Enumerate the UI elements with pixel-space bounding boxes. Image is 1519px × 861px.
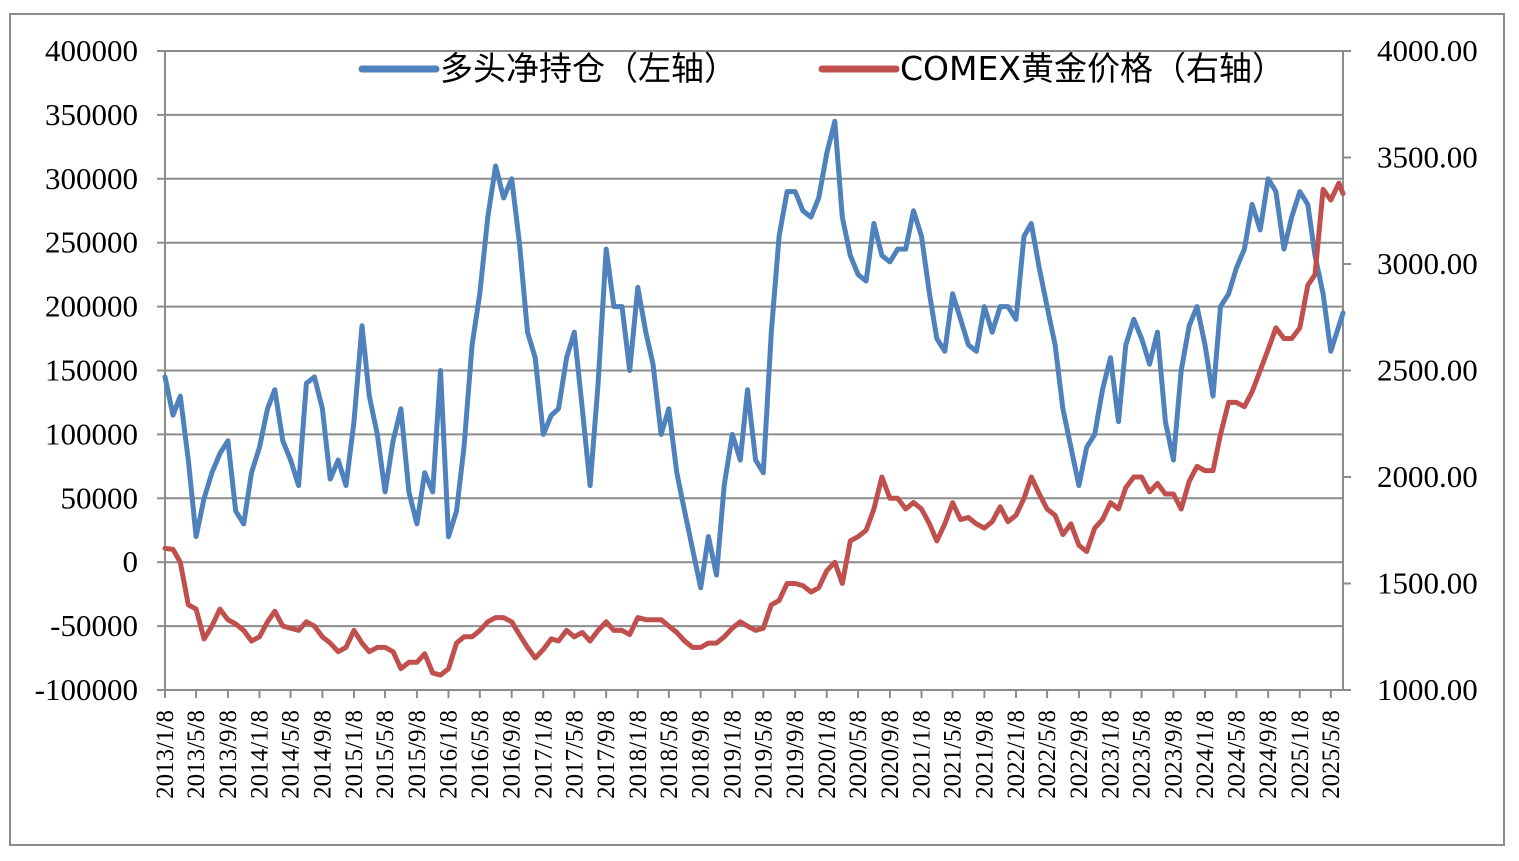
x-tick-label: 2019/1/8 — [719, 710, 746, 799]
x-tick-label: 2015/9/8 — [404, 710, 431, 799]
x-tick-label: 2023/9/8 — [1160, 710, 1187, 799]
left-tick-label: 50000 — [61, 480, 139, 515]
x-tick-label: 2015/5/8 — [372, 710, 399, 799]
x-tick-label: 2022/1/8 — [1003, 710, 1030, 799]
gridlines — [165, 50, 1343, 691]
left-tick-label: 400000 — [45, 33, 138, 68]
x-tick-label: 2018/5/8 — [656, 710, 683, 799]
x-tick-label: 2024/5/8 — [1223, 710, 1250, 799]
x-tick-label: 2024/1/8 — [1192, 710, 1219, 799]
x-tick-label: 2014/1/8 — [246, 710, 273, 799]
x-tick-label: 2022/9/8 — [1066, 710, 1093, 799]
right-tick-label: 3500.00 — [1377, 140, 1478, 175]
left-tick-label: -50000 — [50, 608, 138, 643]
x-tick-label: 2017/5/8 — [561, 710, 588, 799]
x-tick-label: 2016/1/8 — [435, 710, 462, 799]
x-tick-label: 2021/5/8 — [940, 710, 967, 799]
x-tick-label: 2018/1/8 — [625, 710, 652, 799]
x-tick-label: 2017/9/8 — [593, 710, 620, 799]
legend: 多头净持仓（左轴） COMEX黄金价格（右轴） — [358, 49, 1285, 88]
left-tick-label: 300000 — [45, 161, 138, 196]
x-tick-label: 2025/5/8 — [1318, 710, 1345, 799]
right-axis-ticks: 4000.00 3500.00 3000.00 2500.00 2000.00 1500.… — [1377, 33, 1478, 707]
left-tick-label: -100000 — [35, 672, 138, 707]
series-line-2 — [162, 180, 1346, 678]
x-tick-label: 2023/5/8 — [1129, 710, 1156, 799]
chart-frame — [9, 13, 1505, 846]
x-tick-label: 2013/9/8 — [215, 710, 242, 799]
left-tick-label: 150000 — [45, 353, 138, 388]
axes — [157, 50, 1351, 698]
series-line-1 — [162, 118, 1346, 591]
x-tick-label: 2020/5/8 — [845, 710, 872, 799]
x-tick-label: 2017/1/8 — [530, 710, 557, 799]
x-tick-label: 2022/5/8 — [1034, 710, 1061, 799]
right-tick-label: 2000.00 — [1377, 459, 1478, 494]
x-tick-label: 2013/1/8 — [152, 710, 179, 799]
right-tick-label: 4000.00 — [1377, 33, 1478, 68]
x-tick-label: 2014/5/8 — [278, 710, 305, 799]
left-tick-label: 350000 — [45, 97, 138, 132]
x-tick-label: 2023/1/8 — [1098, 710, 1125, 799]
right-tick-label: 2500.00 — [1377, 353, 1478, 388]
left-axis-ticks: 400000 350000 300000 250000 200000 150000 1000… — [35, 33, 138, 707]
left-tick-label: 100000 — [45, 416, 138, 451]
legend-label-1: 多头净持仓（左轴） — [440, 49, 737, 88]
x-tick-label: 2024/9/8 — [1255, 710, 1282, 799]
x-tick-label: 2021/9/8 — [971, 710, 998, 799]
x-tick-label: 2020/9/8 — [877, 710, 904, 799]
legend-label-2: COMEX黄金价格（右轴） — [900, 49, 1285, 88]
x-axis-ticks: 2013/1/8 2013/5/8 2013/9/8 2014/1/8 2014/5/8… — [152, 710, 1345, 799]
left-tick-label: 250000 — [45, 225, 138, 260]
left-tick-label: 0 — [123, 544, 139, 579]
series-lines — [162, 118, 1346, 678]
x-tick-label: 2016/9/8 — [499, 710, 526, 799]
x-tick-label: 2016/5/8 — [467, 710, 494, 799]
x-tick-label: 2019/5/8 — [750, 710, 777, 799]
x-tick-label: 2014/9/8 — [309, 710, 336, 799]
x-tick-label: 2020/1/8 — [814, 710, 841, 799]
x-tick-label: 2013/5/8 — [183, 710, 210, 799]
x-tick-label: 2019/9/8 — [782, 710, 809, 799]
right-tick-label: 1500.00 — [1377, 566, 1478, 601]
x-tick-label: 2015/1/8 — [341, 710, 368, 799]
x-tick-label: 2025/1/8 — [1287, 710, 1314, 799]
left-tick-label: 200000 — [45, 289, 138, 324]
right-tick-label: 3000.00 — [1377, 246, 1478, 281]
x-tick-label: 2018/9/8 — [688, 710, 715, 799]
right-tick-label: 1000.00 — [1377, 672, 1478, 707]
x-tick-label: 2021/1/8 — [909, 710, 936, 799]
